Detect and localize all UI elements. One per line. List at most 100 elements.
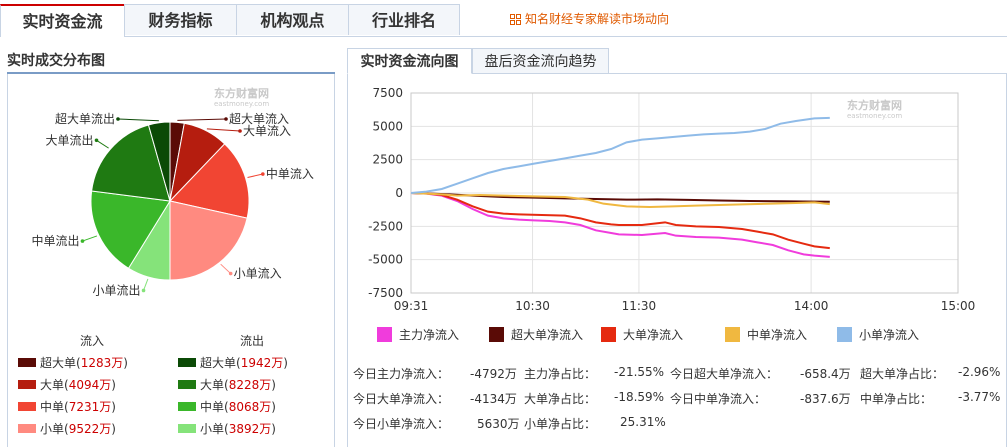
fund-flow-line-chart: 东方财富网 eastmoney.com 7500 5000 2500 0 -2500 -5… [368,86,975,342]
legend-swatch [178,402,196,411]
stat-main-net-inflow: 今日主力净流入： [353,367,450,381]
legend-outflow-item: 小单(3892万) [178,420,276,437]
pie-slice-label: 超大单流出 [55,111,115,126]
pie-label-dot [116,117,120,121]
stat-main-ratio-value: -21.55% [614,365,665,379]
stat-super-large-ratio: 超大单净占比： [860,367,945,381]
pie-slice-label: 超大单流入 [229,111,289,126]
stat-main-ratio: 主力净占比： [524,367,597,381]
subtab-realtime-flow[interactable]: 实时资金流向图 [347,48,472,74]
legend-swatch [601,327,616,342]
tab-realtime-fund-flow[interactable]: 实时资金流 [0,4,125,37]
series-line [410,116,830,194]
pie-slice [147,121,171,202]
pie-slice-label: 小单流入 [234,267,282,281]
pie-label-line [96,139,109,149]
stat-small-net-inflow-value: 5630万 [477,417,520,431]
legend-swatch [178,380,196,389]
stat-super-large-net-inflow: 今日超大单净流入： [670,367,779,381]
pie-label-line [117,118,159,122]
legend-swatch [18,358,36,367]
stat-large-ratio-value: -18.59% [614,390,665,404]
stat-small-ratio: 小单净占比： [524,417,597,431]
legend-swatch [178,424,196,433]
watermark-domain: eastmoney.com [214,100,269,108]
legend-inflow-item: 超大单(1283万) [18,354,128,371]
promo-link-text[interactable]: 知名财经专家解读市场动向 [525,12,670,26]
watermark-brand: 东方财富网 [214,86,269,100]
legend-series-label: 中单净流入 [747,327,807,342]
grid-icon [510,14,521,28]
pie-label-line [82,235,98,242]
pie-label-dot [141,288,146,293]
pie-slice-label: 中单流出 [31,233,79,248]
stat-super-large-net-inflow-value: -658.4万 [800,367,851,381]
legend-inflow-item: 小单(9522万) [18,420,116,437]
stat-main-net-inflow-value: -4792万 [470,367,517,381]
pie-label-line [177,118,227,121]
y-tick-label: -2500 [368,219,403,233]
y-tick-label: 7500 [372,86,403,100]
tab-industry-ranking[interactable]: 行业排名 [348,4,460,35]
main-tabs: 实时资金流 财务指标 机构观点 行业排名 知名财经专家解读市场动向 [0,0,1007,37]
pie-label-line [247,173,263,178]
legend-swatch [489,327,504,342]
pie-slice-label: 小单流出 [93,283,141,297]
stat-small-ratio-value: 25.31% [620,415,666,429]
legend-series-label: 小单净流入 [859,328,919,342]
tab-institution-views[interactable]: 机构观点 [236,4,349,35]
stat-large-net-inflow-value: -4134万 [470,392,517,406]
watermark-brand: 东方财富网 [847,98,902,112]
stat-medium-ratio: 中单净占比： [860,392,933,406]
legend-outflow-item: 超大单(1942万) [178,354,288,371]
y-tick-label: -7500 [368,286,403,300]
legend-swatch [837,327,852,342]
pie-label-line [220,263,232,274]
pie-label-dot [261,172,265,176]
pie-watermark: 东方财富网 eastmoney.com [214,86,269,108]
legend-swatch [18,380,36,389]
subtab-after-hours-trend[interactable]: 盘后资金流向趋势 [472,48,609,74]
legend-series-label: 大单净流入 [623,328,683,342]
trade-distribution-pie: 东方财富网 eastmoney.com 超大单流入大单流入中单流入小单流入小单流… [31,86,313,297]
legend-series-label: 超大单净流入 [511,327,583,342]
legend-outflow-item: 大单(8228万) [178,376,276,393]
trade-distribution-panel [7,74,335,447]
stat-large-ratio: 大单净占比： [524,392,597,406]
legend-swatch [377,327,392,342]
y-tick-label: 0 [395,186,403,200]
pie-label-line [206,128,241,132]
left-title-underline [7,72,335,74]
pie-label-dot [228,271,233,276]
pie-slice-label: 大单流入 [243,124,291,138]
pie-label-dot [238,129,242,133]
left-panel-title: 实时成交分布图 [7,53,105,69]
y-tick-label: 5000 [372,119,403,133]
watermark-domain: eastmoney.com [847,112,902,120]
pie-slice [169,200,248,281]
pie-label-dot [224,117,228,121]
pie-label-dot [94,138,99,143]
tab-financial-indicators[interactable]: 财务指标 [124,4,237,35]
legend-swatch [178,358,196,367]
pie-slice [90,190,171,269]
x-tick-label: 11:30 [622,299,657,313]
stat-large-net-inflow: 今日大单净流入： [353,392,450,406]
legend-swatch [18,402,36,411]
stat-medium-ratio-value: -3.77% [958,390,1001,404]
legend-outflow-title: 流出 [240,334,265,348]
legend-swatch [725,327,740,342]
promo-link[interactable]: 知名财经专家解读市场动向 [510,10,669,28]
legend-inflow-title: 流入 [80,334,105,348]
x-tick-label: 14:00 [794,299,829,313]
pie-slice [91,124,171,202]
legend-inflow-item: 大单(4094万) [18,376,116,393]
y-tick-label: -5000 [368,253,403,267]
stat-medium-net-inflow-value: -837.6万 [800,392,851,406]
stat-medium-net-inflow: 今日中单净流入： [670,392,767,406]
chart-watermark: 东方财富网 eastmoney.com [847,98,902,120]
stat-small-net-inflow: 今日小单净流入： [353,417,450,431]
pie-slice [169,143,250,219]
stat-super-large-ratio-value: -2.96% [958,365,1001,379]
legend-outflow-item: 中单(8068万) [178,398,276,415]
